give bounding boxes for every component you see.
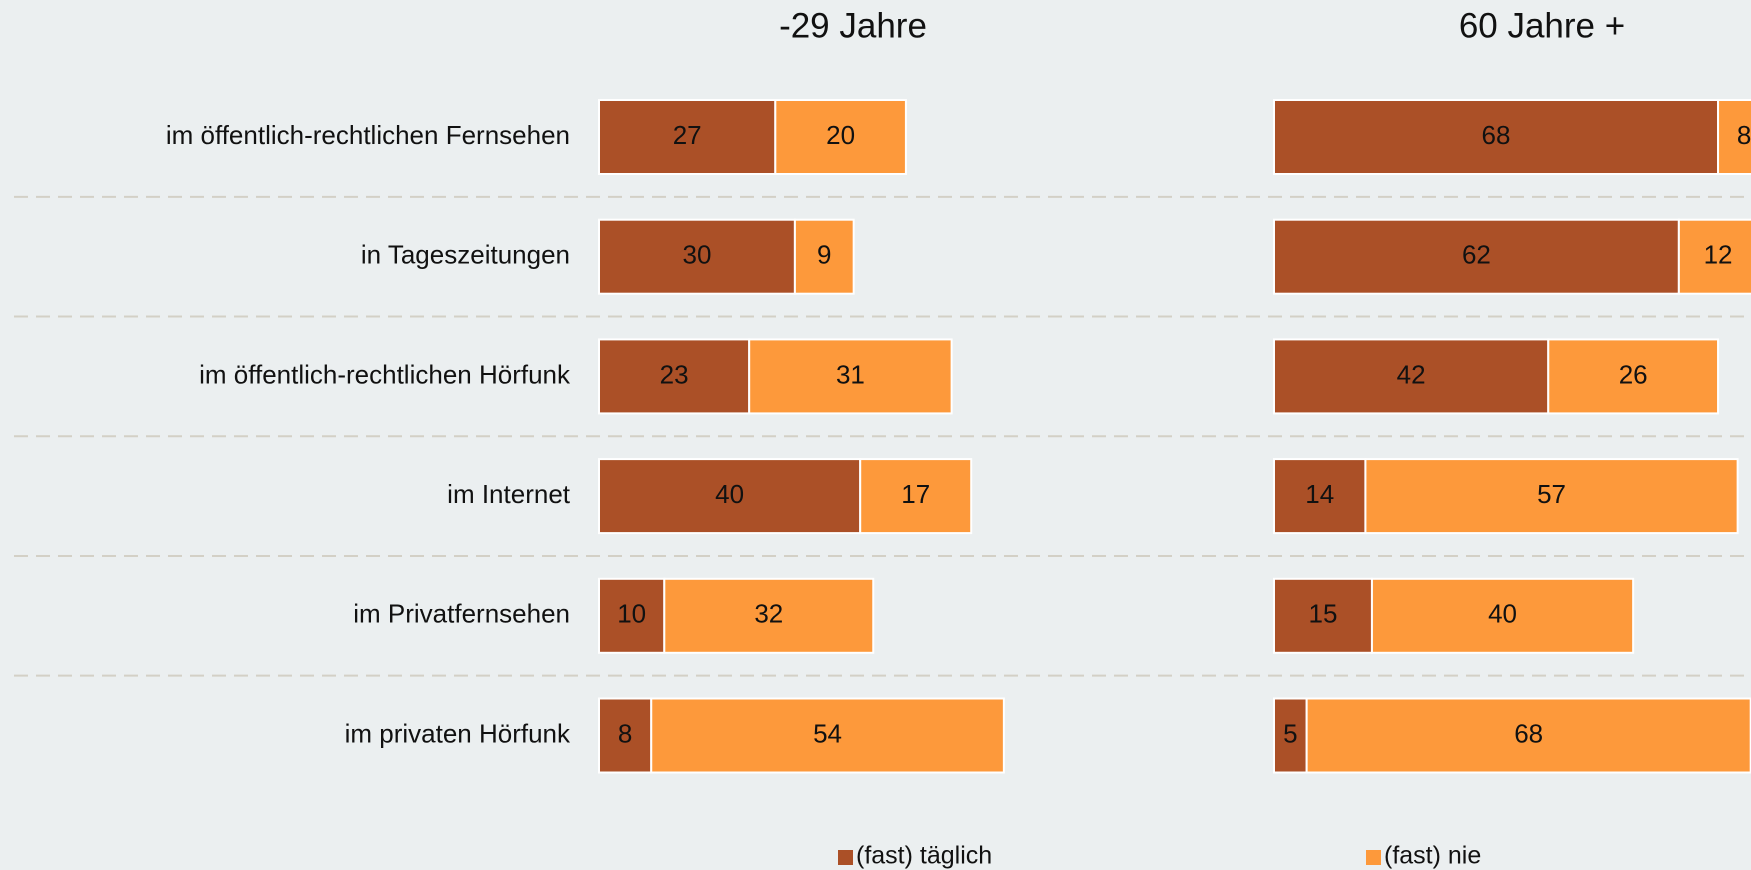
bar-segment xyxy=(1677,218,1751,295)
bar-segment xyxy=(650,697,1005,774)
value-label: 26 xyxy=(1619,359,1648,389)
value-label: 27 xyxy=(673,120,702,150)
value-label: 54 xyxy=(813,718,842,748)
value-label: 20 xyxy=(826,120,855,150)
bar-segment xyxy=(1273,577,1373,654)
category-label: im privaten Hörfunk xyxy=(345,718,571,748)
legend-swatch xyxy=(838,850,853,865)
legend-label: (fast) täglich xyxy=(856,842,992,870)
bar-segment xyxy=(748,338,953,415)
value-label: 57 xyxy=(1537,479,1566,509)
bar-segment xyxy=(1717,99,1751,175)
bar-segment xyxy=(598,218,796,295)
value-label: 8 xyxy=(618,718,632,748)
value-label: 15 xyxy=(1309,599,1338,629)
value-label: 17 xyxy=(901,479,930,509)
bar-segment xyxy=(663,577,875,654)
bar-segment xyxy=(1547,338,1720,415)
value-label: 68 xyxy=(1514,718,1543,748)
value-label: 10 xyxy=(617,599,646,629)
bar-segment xyxy=(1305,697,1751,774)
value-label: 30 xyxy=(682,240,711,270)
panel-title: -29 Jahre xyxy=(779,6,927,45)
category-label: in Tageszeitungen xyxy=(361,240,570,270)
value-label: 14 xyxy=(1305,479,1334,509)
legend-swatch xyxy=(1366,850,1381,865)
bar-segment xyxy=(598,458,862,535)
value-label: 40 xyxy=(715,479,744,509)
bar-segment xyxy=(793,218,855,295)
value-label: 32 xyxy=(754,599,783,629)
bar-segment xyxy=(1370,577,1635,654)
bar-segment xyxy=(859,458,973,535)
value-label: 62 xyxy=(1462,240,1491,270)
value-label: 5 xyxy=(1283,718,1297,748)
bar-segment xyxy=(598,577,666,654)
category-label: im Privatfernsehen xyxy=(353,599,570,629)
bar-segment xyxy=(1273,99,1720,175)
legend-label: (fast) nie xyxy=(1384,842,1481,870)
value-label: 42 xyxy=(1397,359,1426,389)
value-label: 68 xyxy=(1482,120,1511,150)
value-label: 9 xyxy=(817,240,831,270)
value-label: 8 xyxy=(1737,120,1751,150)
category-label: im Internet xyxy=(447,479,571,509)
category-label: im öffentlich-rechtlichen Hörfunk xyxy=(199,359,571,389)
bar-segment xyxy=(1273,218,1680,295)
bar-segment xyxy=(774,99,907,175)
bar-segment xyxy=(1273,338,1550,415)
bar-segment xyxy=(1273,697,1308,774)
value-label: 12 xyxy=(1704,240,1733,270)
category-label: im öffentlich-rechtlichen Fernsehen xyxy=(166,120,570,150)
bar-segment xyxy=(598,697,653,774)
value-label: 31 xyxy=(836,359,865,389)
bar-segment xyxy=(598,338,751,415)
value-label: 40 xyxy=(1488,599,1517,629)
value-label: 23 xyxy=(660,359,689,389)
bar-segment xyxy=(1364,458,1739,535)
bar-segment xyxy=(598,99,777,175)
panel-title: 60 Jahre + xyxy=(1459,6,1625,45)
